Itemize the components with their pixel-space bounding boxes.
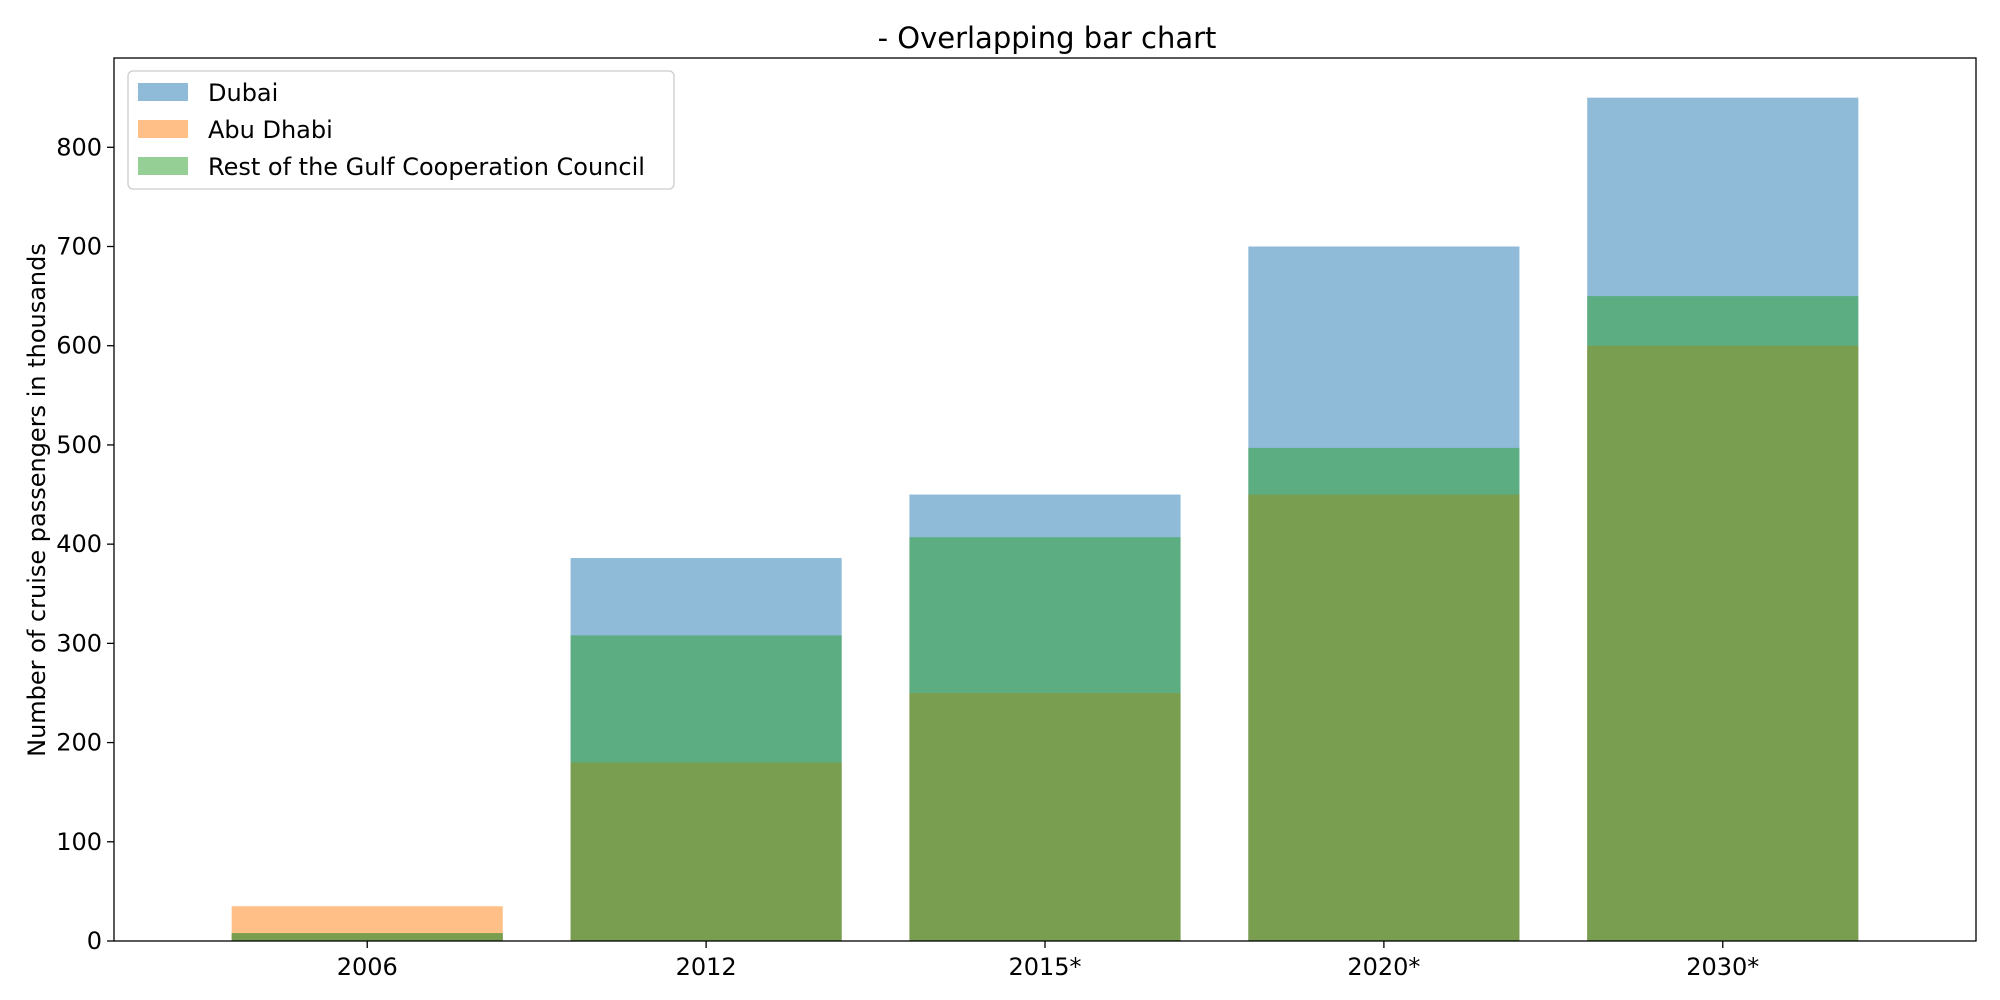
y-tick-label: 800 [56,133,102,161]
bar-rest-of-the-gulf-cooperation-council-2030 [1587,296,1859,941]
bars [231,97,1859,941]
legend-label: Dubai [208,79,278,107]
y-tick-label: 200 [56,729,102,757]
y-axis: 0 100 200 300 400 500 600 700 800 [56,133,114,955]
x-tick-label: 2012 [676,953,737,981]
legend-swatch [138,83,188,101]
y-tick-label: 300 [56,629,102,657]
y-axis-label: Number of cruise passengers in thousands [23,243,51,757]
y-tick-label: 700 [56,233,102,261]
y-tick-label: 0 [87,927,102,955]
x-tick-label: 2020* [1347,953,1420,981]
chart-title: - Overlapping bar chart [878,21,1217,55]
y-tick-label: 400 [56,530,102,558]
bar-rest-of-the-gulf-cooperation-council-2012 [570,635,842,941]
x-tick-label: 2015* [1008,953,1081,981]
bar-rest-of-the-gulf-cooperation-council-2006 [231,933,503,941]
legend-box [127,70,675,190]
x-tick-label: 2030* [1686,953,1759,981]
y-tick-label: 500 [56,431,102,459]
legend-swatch [138,157,188,175]
x-axis: 2006 2012 2015* 2020* 2030* [337,941,1759,981]
legend-label: Rest of the Gulf Cooperation Council [208,153,645,181]
bar-rest-of-the-gulf-cooperation-council-2020 [1248,447,1520,941]
legend: Dubai Abu Dhabi Rest of the Gulf Cooperati… [127,70,675,190]
legend-swatch [138,120,188,138]
y-tick-label: 600 [56,332,102,360]
y-tick-label: 100 [56,828,102,856]
legend-label: Abu Dhabi [208,116,333,144]
bar-rest-of-the-gulf-cooperation-council-2015 [909,537,1181,941]
x-tick-label: 2006 [337,953,398,981]
